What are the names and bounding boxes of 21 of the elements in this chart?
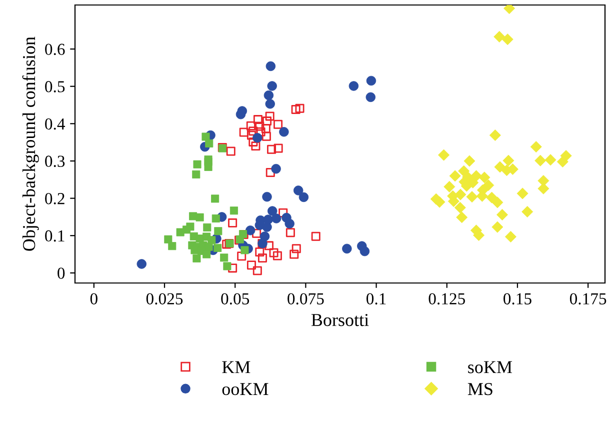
x-tick-label: 0.175 — [570, 293, 606, 305]
y-tick-label: 0.2 — [45, 192, 64, 204]
y-axis-title: Object-background confusion — [22, 36, 39, 251]
y-tick-label: 0.6 — [45, 44, 65, 56]
x-tick-label: 0.1 — [366, 293, 386, 305]
x-axis-title: Borsotti — [311, 314, 369, 326]
legend-label: KM — [222, 361, 250, 374]
x-tick-label: 0.125 — [428, 293, 465, 305]
legend-label: soKM — [468, 361, 512, 374]
x-tick-label: 0.05 — [221, 293, 250, 305]
legend-label: MS — [468, 382, 492, 396]
y-tick-label: 0.5 — [45, 81, 65, 92]
y-tick-label: 0.3 — [45, 156, 65, 167]
y-tick-label: 0.1 — [45, 230, 64, 242]
x-tick-label: 0.025 — [146, 293, 183, 305]
x-tick-label: 0.15 — [504, 293, 532, 305]
y-tick-label: 0.4 — [45, 118, 66, 130]
legend-label: ooKM — [222, 383, 268, 396]
y-tick-label: 0 — [58, 268, 65, 279]
x-tick-label: 0 — [90, 293, 98, 304]
x-tick-label: 0.075 — [288, 293, 324, 305]
